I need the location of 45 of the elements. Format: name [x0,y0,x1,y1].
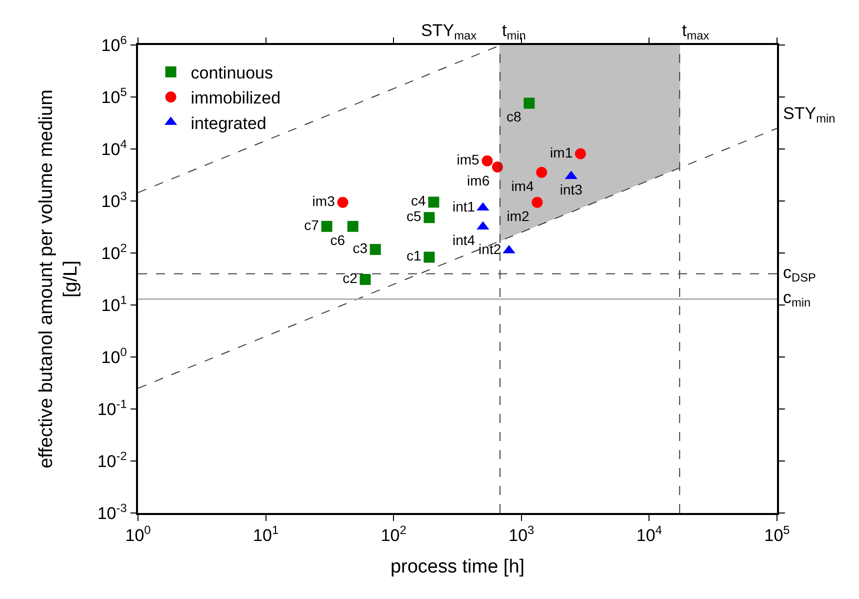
x-axis-title: process time [h] [390,556,525,578]
x-tick-label: 10$^{5}$ [764,523,790,546]
y-tick-label: 10$^{4}$ [101,136,128,159]
data-label: c1 [406,248,422,264]
data-label: int2 [478,240,502,257]
legend-label: immobilized [190,88,281,108]
y-tick-label: 10$^{-1}$ [97,396,128,419]
y-tick-label: 10$^{6}$ [101,32,128,55]
data-label: im5 [456,151,480,168]
x-tick-label: 10$^{4}$ [636,523,662,546]
y-tick-label: 10$^{2}$ [101,240,128,263]
data-label: im3 [312,192,336,209]
data-label: im2 [506,208,530,224]
x-tick-label: 10$^{3}$ [508,523,535,546]
data-label: int4 [452,232,476,248]
data-label: c5 [406,208,422,224]
data-label: im1 [550,144,573,160]
y-tick-label: 10$^{3}$ [101,188,128,211]
legend-label: continuous [190,64,274,83]
ref-line-label: c$_{DSP}$ [783,263,816,285]
data-label: c8 [506,108,522,125]
x-tick-label: 10$^{2}$ [380,523,407,546]
ref-line-label: c$_{min}$ [783,288,811,310]
y-tick-label: 10$^{1}$ [101,292,128,315]
y-axis-title: effective butanol amount per volume medium [g/L] [36,90,82,468]
data-label: c7 [304,216,320,233]
legend-label: integrated [190,114,266,133]
data-label: c6 [330,232,346,248]
y-tick-label: 10$^{-3}$ [97,500,128,523]
y-tick-label: 10$^{5}$ [101,84,128,107]
annotation: STY$_{max}$ [421,21,477,43]
data-label: c3 [352,240,368,256]
annotation: STY$_{min}$ [783,104,836,126]
data-label: im6 [467,172,490,188]
data-label: int1 [452,198,476,214]
ref-line-label: t$_{min}$ [502,21,526,43]
ref-line-label: t$_{max}$ [682,21,710,43]
x-tick-label: 10$^{1}$ [253,523,279,546]
y-tick-label: 10$^{0}$ [101,344,128,367]
data-label: im4 [511,178,534,194]
data-label: int3 [560,182,583,198]
data-label: c4 [411,192,426,209]
data-label: c2 [342,270,358,286]
x-tick-label: 10$^{0}$ [125,523,152,546]
y-tick-label: 10$^{-2}$ [97,448,128,471]
